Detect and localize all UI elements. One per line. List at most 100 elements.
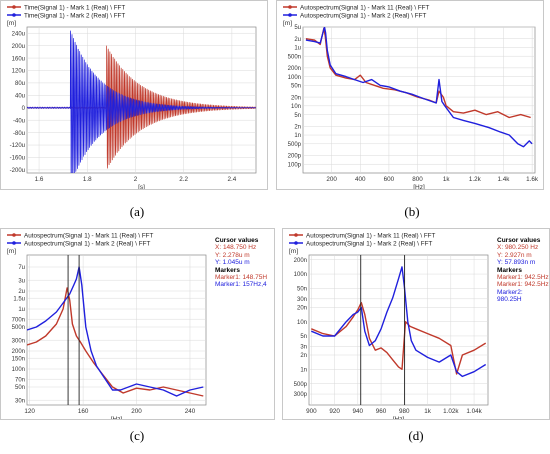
y-tick-label: 20n [291,95,301,101]
x-tick-label: 1.02k [443,408,459,415]
series-line-blue [311,266,487,378]
series-line-blue [27,266,204,397]
series-line-red [311,301,487,375]
x-tick-label: 2.4 [228,176,237,183]
legend-label: Autospectrum(Signal 1) - Mark 11 (Real) … [24,232,154,239]
y-tick-label: 500p [288,142,302,148]
y-tick-label: 100n [288,75,301,81]
y-tick-label: 2n [300,353,307,359]
y-tick-label: 1n [294,133,301,139]
y-tick-label: 20n [297,306,307,312]
x-tick-label: 1.6 [35,176,44,183]
y-tick-label: 50n [291,84,301,90]
x-axis-label: [Hz] [413,184,425,189]
legend-marker [12,5,16,9]
marker-line: Marker2: 980.25H [497,288,523,304]
y-tick-label: 80u [15,81,25,87]
y-tick-label: 5u [294,25,301,31]
x-tick-label: 400 [355,176,366,183]
cursor-y1-value: Y: 2.278u m [215,251,250,259]
x-tick-label: 900 [306,408,317,415]
marker-line: Marker1: 942.5Hz [497,281,549,289]
x-axis-label: [Hz] [393,416,405,419]
x-tick-label: 940 [353,408,364,415]
y-tick-label: 200n [288,66,301,72]
cursor-values-panel-d: Cursor values X: 980.250 Hz Y: 2.927n m … [497,237,549,304]
x-tick-label: 120 [24,408,35,415]
y-tick-label: 200n [12,349,25,355]
y-tick-label: -40u [13,118,25,124]
caption-d: (d) [408,428,424,443]
plot-area [26,254,207,406]
plot-area [26,26,257,174]
y-tick-label: 100n [294,272,307,278]
y-tick-label: 10n [297,320,307,326]
series-line-red [27,287,204,397]
x-tick-label: 1.6k [526,176,539,183]
y-tick-label: 1u [294,46,301,52]
x-tick-label: 2 [134,176,138,183]
chart-panel-b: Autospectrum(Signal 1) - Mark 11 (Real) … [276,0,544,190]
y-tick-label: -120u [10,143,25,149]
x-tick-label: 160 [78,408,89,415]
x-tick-label: 960 [376,408,387,415]
marker-line: Marker1: 157Hz,4 [215,281,267,289]
chart-b-svg: Autospectrum(Signal 1) - Mark 11 (Real) … [283,4,539,189]
y-tick-label: 3n [300,345,307,351]
legend-label: Autospectrum(Signal 1) - Mark 2 (Real) \… [306,240,432,247]
legend-marker [12,233,16,237]
y-tick-label: 240u [12,31,25,37]
cursor-y2-value: Y: 57.893n m [497,259,536,267]
cursor-values-panel-c: Cursor values X: 148.750 Hz Y: 2.278u m … [215,237,267,289]
legend-label: Time(Signal 1) - Mark 1 (Real) \ FFT [24,4,125,11]
chart-panel-d: Autospectrum(Signal 1) - Mark 11 (Real) … [282,228,550,420]
chart-d-svg: Autospectrum(Signal 1) - Mark 11 (Real) … [289,232,489,419]
legend-marker [12,241,16,245]
x-tick-label: 1.2k [469,176,482,183]
legend-label: Autospectrum(Signal 1) - Mark 2 (Real) \… [24,240,150,247]
y-tick-label: 40u [15,94,25,100]
chart-panel-c: Autospectrum(Signal 1) - Mark 11 (Real) … [0,228,275,420]
y-tick-label: 700n [12,317,25,323]
series-line-blue [305,27,533,148]
y-tick-label: 7u [18,265,25,271]
legend-label: Autospectrum(Signal 1) - Mark 11 (Real) … [300,4,430,11]
y-axis-unit: [m] [283,20,292,27]
y-tick-label: 10n [291,104,301,110]
y-tick-label: 200n [294,258,307,264]
y-tick-label: 30n [297,297,307,303]
y-tick-label: 160u [12,56,25,62]
chart-a-svg: Time(Signal 1) - Mark 1 (Real) \ FFTTime… [7,4,257,189]
markers-title: Markers [497,266,522,274]
series-line-blue [27,30,256,173]
x-tick-label: 1.4k [498,176,511,183]
legend-label: Autospectrum(Signal 1) - Mark 11 (Real) … [306,232,436,239]
caption-b: (b) [404,204,420,219]
y-tick-label: 500n [288,54,301,60]
caption-a: (a) [129,204,145,219]
cursor-x-value: X: 980.250 Hz [497,244,539,252]
marker-line: Marker1: 942.5Hz [497,274,549,282]
x-tick-label: 1k [424,408,432,415]
y-tick-label: -200u [10,168,25,174]
y-tick-label: 3u [18,278,25,284]
y-tick-label: 1n [300,367,307,373]
y-tick-label: 50n [297,287,307,293]
cursor-values-title: Cursor values [215,237,259,244]
y-tick-label: 5n [300,334,307,340]
y-tick-label: -80u [13,131,25,137]
y-tick-label: 0 [22,106,26,112]
y-tick-label: 70n [15,377,25,383]
cursor-y2-value: Y: 1.045u m [215,259,250,267]
chart-c-svg: Autospectrum(Signal 1) - Mark 11 (Real) … [7,232,207,419]
y-tick-label: 1u [18,307,25,313]
y-tick-label: 30n [15,398,25,404]
x-tick-label: 980 [399,408,410,415]
x-tick-label: 600 [384,176,395,183]
cursor-values-title: Cursor values [497,237,541,244]
cursor-y1-value: Y: 2.927n m [497,251,532,259]
y-tick-label: -160u [10,156,25,162]
y-tick-label: 300p [294,392,308,398]
y-tick-label: 500p [294,382,308,388]
x-tick-label: 240 [185,408,196,415]
